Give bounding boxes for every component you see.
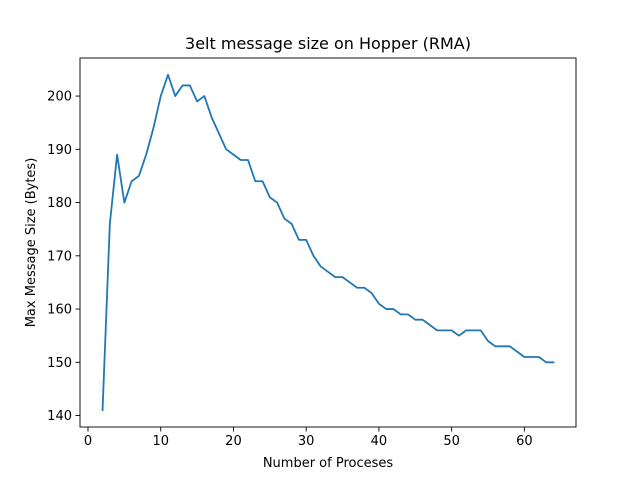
- x-tick-label: 10: [152, 434, 169, 449]
- x-axis-ticks: 0 10 20 30 40 50 60: [84, 427, 533, 449]
- x-tick-label: 0: [84, 434, 92, 449]
- y-axis-ticks: 140 150 160 170 180 190 200: [47, 90, 80, 424]
- series-line: [101, 73, 555, 412]
- y-axis-label: Max Message Size (Bytes): [24, 158, 39, 328]
- y-tick-label: 190: [47, 143, 72, 158]
- x-tick-label: 50: [443, 434, 460, 449]
- y-tick-label: 180: [47, 196, 72, 211]
- y-tick-label: 140: [47, 409, 72, 424]
- y-tick-label: 170: [47, 249, 72, 264]
- x-tick-label: 20: [225, 434, 242, 449]
- x-tick-label: 40: [371, 434, 388, 449]
- y-tick-label: 200: [47, 90, 72, 105]
- chart-title: 3elt message size on Hopper (RMA): [185, 34, 471, 53]
- x-tick-label: 60: [516, 434, 533, 449]
- x-axis-label: Number of Proceses: [263, 456, 394, 471]
- plot-frame: [79, 57, 577, 428]
- y-tick-label: 150: [47, 356, 72, 371]
- y-tick-label: 160: [47, 303, 72, 318]
- x-tick-label: 30: [298, 434, 315, 449]
